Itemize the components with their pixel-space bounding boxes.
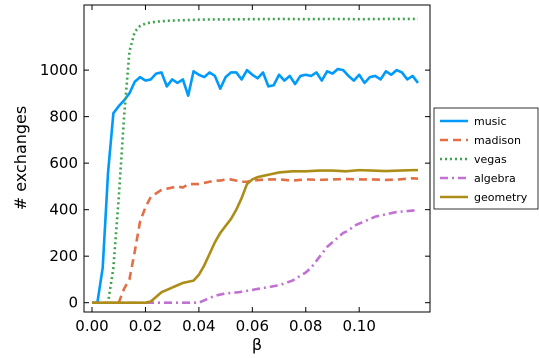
y-tick-label: 400 (49, 201, 78, 219)
legend-label-madison: madison (474, 134, 521, 147)
series-line-geometry (92, 168, 418, 305)
y-tick-label: 200 (49, 247, 78, 265)
y-axis-ticks: 0 200 400 600 800 1000 (40, 61, 430, 312)
series-line-vegas (92, 17, 418, 305)
y-tick-label: 0 (68, 294, 78, 312)
x-tick-label: 0.06 (236, 317, 269, 335)
legend-label-vegas: vegas (474, 153, 507, 166)
series-layer (92, 17, 420, 305)
legend: music madison vegas algebra geometry (433, 107, 539, 210)
x-tick-label: 0.04 (182, 317, 215, 335)
legend-label-geometry: geometry (474, 191, 528, 204)
x-axis-title: β (252, 335, 262, 354)
legend-label-music: music (474, 115, 507, 128)
plot-frame (83, 4, 431, 313)
x-tick-label: 0.00 (75, 317, 108, 335)
y-axis-title: # exchanges (11, 106, 30, 210)
series-line-madison (92, 176, 419, 305)
y-tick-label: 800 (49, 108, 78, 126)
y-tick-label: 600 (49, 154, 78, 172)
x-tick-label: 0.10 (342, 317, 375, 335)
x-axis-ticks: 0.00 0.02 0.04 0.06 0.08 0.10 (75, 5, 376, 335)
y-tick-label: 1000 (40, 61, 78, 79)
legend-label-algebra: algebra (474, 172, 516, 185)
x-tick-label: 0.08 (289, 317, 322, 335)
series-line-music (92, 67, 420, 305)
x-tick-label: 0.02 (129, 317, 162, 335)
